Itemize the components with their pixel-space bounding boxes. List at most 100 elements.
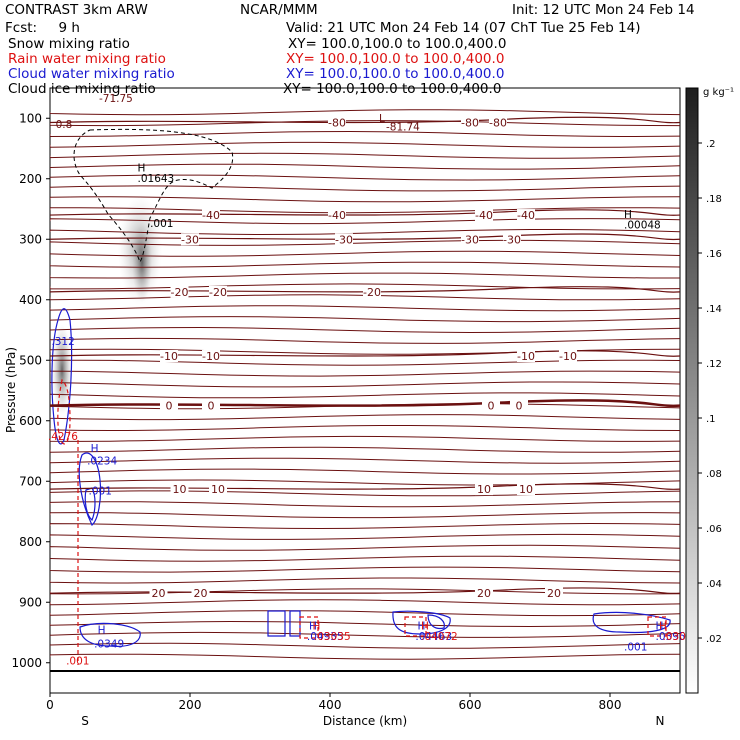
cloud-ice-contour	[73, 128, 234, 264]
annotation-label: .00048	[624, 219, 661, 231]
annotation-label: .0349	[94, 639, 124, 651]
isotherm-label: 20	[152, 587, 166, 600]
x-tick-label: 800	[599, 698, 622, 712]
y-tick-label: 500	[19, 353, 42, 367]
isotherm-line	[50, 501, 680, 508]
isotherm-line	[50, 109, 680, 116]
isotherm-line	[50, 544, 680, 551]
isotherm-label: -10	[517, 350, 535, 363]
isotherm-label: 0	[208, 400, 215, 413]
isotherm-label-bg	[209, 483, 227, 496]
isotherm-label: -30	[335, 233, 353, 246]
annotation-label: .0234	[87, 455, 117, 467]
x-axis: 0 200 400 600 800	[46, 693, 621, 712]
isotherm-label: 10	[211, 483, 225, 496]
isotherm-label-bg	[510, 399, 528, 412]
isotherm-line	[50, 414, 680, 421]
isotherm-label-bg	[489, 116, 507, 129]
isotherm-label-bg	[202, 399, 220, 412]
isotherm-10	[49, 483, 681, 490]
annotation-label: .4276	[48, 431, 78, 443]
y-tick-label: 100	[19, 111, 42, 125]
isotherm-label: -10	[559, 350, 577, 363]
y-tick-label: 1000	[11, 656, 42, 670]
y-tick-label: 600	[19, 414, 42, 428]
isotherm-line	[50, 218, 680, 225]
y-tick-label: 700	[19, 474, 42, 488]
annotation-label: .03954	[656, 631, 693, 643]
isotherm-label: -10	[202, 350, 220, 363]
isotherm-line	[50, 642, 680, 649]
isotherm-label: -80	[328, 116, 346, 129]
isotherm-line	[50, 196, 680, 203]
y-tick-label: 300	[19, 232, 42, 246]
colorbar	[685, 87, 699, 694]
isotherm-line	[50, 620, 680, 628]
temperature-contours	[50, 109, 680, 660]
isotherm-line	[50, 152, 680, 159]
isotherm-label-bg	[545, 587, 563, 600]
isotherm-line	[50, 370, 680, 377]
cloud-water-midlevel-inner	[84, 487, 96, 521]
isotherm--80	[49, 116, 681, 124]
isotherm-line	[50, 522, 680, 530]
legend-cloud-ice: Cloud ice mixing ratio	[8, 81, 156, 97]
isotherm-line	[50, 316, 680, 323]
isotherm-label-bg	[475, 209, 493, 222]
y-tick-label: 900	[19, 595, 42, 609]
isotherm-label-bg	[475, 587, 493, 600]
annotation-label: .04072	[421, 631, 458, 643]
isotherm-line	[50, 130, 680, 138]
rain-low-right	[647, 616, 667, 637]
isotherm-label: 0	[488, 400, 495, 413]
isotherm-line	[50, 207, 680, 214]
isotherm-line	[50, 185, 680, 192]
isotherm-line	[50, 446, 680, 453]
isotherm-label: 20	[194, 587, 208, 600]
contour-labels: 0 0 0 0-10 -10 -10 -10-20 -20 -20-30 -30 -30 -30-40…	[49, 116, 681, 600]
isotherm-line	[50, 468, 680, 475]
isotherm-label: -80	[461, 116, 479, 129]
annotation-label: -81.74	[386, 121, 420, 133]
isotherm-label-bg	[335, 233, 353, 246]
isotherm-label: 10	[173, 483, 187, 496]
isotherm-line	[50, 577, 680, 584]
isotherm-label-bg	[191, 587, 210, 600]
isotherm-label: 0	[516, 400, 523, 413]
isotherm-label-bg	[559, 350, 577, 363]
legend-cloud-water: Cloud water mixing ratio	[8, 66, 175, 82]
plot-frame	[49, 87, 681, 694]
isotherm-label-bg	[202, 209, 220, 222]
isotherm-label-bg	[517, 209, 535, 222]
annotation-label: H	[309, 620, 317, 632]
isotherm-line	[50, 555, 680, 562]
isotherm-label-bg	[503, 233, 521, 246]
isotherm-label: -40	[517, 209, 535, 222]
legend-cloud-ice-xy: XY= 100.0,100.0 to 100.0,400.0	[283, 81, 501, 97]
isotherm-label-bg	[328, 116, 346, 129]
valid-time: Valid: 21 UTC Mon 24 Feb 14 (07 ChT Tue …	[286, 20, 641, 36]
isotherm-label-bg	[363, 285, 381, 298]
annotation-label: H	[138, 162, 146, 174]
init-time: Init: 12 UTC Mon 24 Feb 14	[512, 2, 695, 18]
rain-contours	[57, 378, 667, 665]
isotherm-line	[50, 163, 680, 170]
legend-rain-xy: XY= 100.0,100.0 to 100.0,400.0	[286, 51, 504, 67]
isotherm-label-bg	[328, 209, 346, 222]
annotation-label: .01643	[138, 173, 175, 185]
isotherm-label-bg	[517, 483, 535, 496]
isotherm-label: -80	[489, 116, 507, 129]
annotation-label: .001	[150, 218, 173, 230]
colorbar-tick-label: .08	[706, 469, 722, 480]
cloud-water-low-center2	[289, 610, 301, 637]
cloud-water-column	[51, 308, 73, 445]
cloud-water-midlevel	[78, 452, 102, 526]
annotation-label: H	[91, 443, 99, 455]
isotherm-label: -20	[171, 286, 189, 299]
colorbar-tick-label: .02	[706, 634, 722, 645]
isotherm-line	[50, 512, 680, 519]
isotherm-label: 10	[477, 483, 491, 496]
isotherm-line	[50, 457, 680, 464]
isotherm-line	[50, 392, 680, 399]
